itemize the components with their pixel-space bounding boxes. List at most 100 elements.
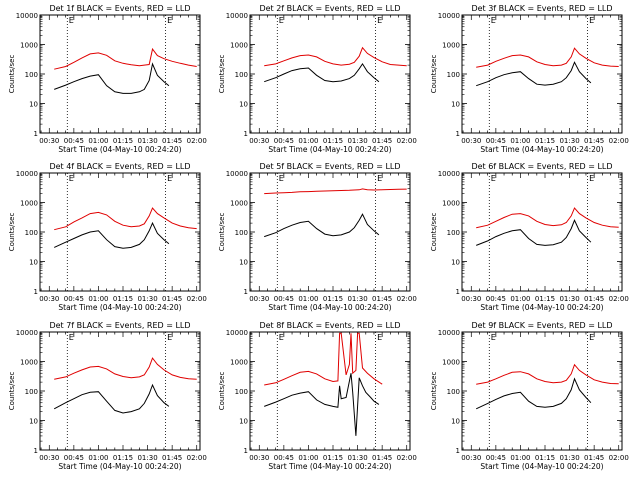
x-tick-label: 00:45 — [64, 295, 84, 303]
plot-frame — [249, 331, 411, 451]
events-series-line — [475, 377, 592, 410]
x-tick-label: 00:30 — [249, 295, 269, 303]
x-tick-label: 01:45 — [584, 137, 604, 145]
panel-det-2: Det 2f BLACK = Events, RED = LLD 1 10 100 10… — [218, 4, 417, 154]
time-marker-label: E — [589, 333, 594, 342]
y-tick-label: 1000 — [230, 200, 248, 208]
plot-frame — [39, 172, 201, 292]
x-tick-label: 01:45 — [584, 295, 604, 303]
x-tick-label: 01:45 — [162, 295, 182, 303]
y-tick-label: 10 — [239, 101, 248, 109]
x-tick-label: 00:45 — [486, 295, 506, 303]
time-marker-label: E — [491, 16, 496, 25]
x-axis-label: Start Time (04-May-10 00:24:20) — [268, 145, 391, 154]
x-tick-label: 01:00 — [298, 295, 318, 303]
time-marker-label: E — [491, 333, 496, 342]
y-tick-label: 1000 — [230, 359, 248, 367]
lld-series-line — [264, 188, 407, 195]
y-tick-label: 100 — [235, 388, 248, 396]
x-tick-label: 01:00 — [510, 454, 530, 462]
events-series-line — [53, 221, 170, 249]
y-tick-label: 10 — [451, 259, 460, 267]
panel-title: Det 9f BLACK = Events, RED = LLD — [471, 321, 612, 330]
time-marker-label: E — [167, 333, 172, 342]
y-tick-label: 1 — [34, 130, 38, 138]
x-tick-label: 01:30 — [347, 295, 367, 303]
x-tick-label: 01:00 — [510, 137, 530, 145]
y-tick-label: 10000 — [226, 170, 248, 178]
panel-det-8: Det 8f BLACK = Events, RED = LLD 1 10 100 10… — [218, 321, 417, 471]
time-marker-label: E — [167, 16, 172, 25]
y-tick-label: 10000 — [16, 12, 38, 20]
lld-series-line — [54, 47, 197, 70]
x-tick-label: 01:45 — [372, 454, 392, 462]
x-tick-label: 00:45 — [274, 137, 294, 145]
x-tick-label: 01:15 — [323, 295, 343, 303]
time-marker-label: E — [69, 333, 74, 342]
time-marker-label: E — [279, 174, 284, 183]
plot-frame — [461, 331, 623, 451]
events-series-line — [54, 62, 170, 94]
y-axis-label: Counts/sec — [430, 213, 438, 252]
x-tick-label: 01:45 — [584, 454, 604, 462]
x-tick-label: 02:00 — [187, 454, 207, 462]
y-tick-label: 1 — [456, 130, 460, 138]
y-axis-label: Counts/sec — [218, 213, 226, 252]
x-tick-label: 02:00 — [609, 137, 629, 145]
y-tick-label: 100 — [25, 229, 38, 237]
plot-frame — [39, 14, 201, 134]
y-tick-label: 10000 — [226, 12, 248, 20]
x-tick-label: 01:00 — [88, 137, 108, 145]
x-tick-label: 01:30 — [559, 454, 579, 462]
y-axis-label: Counts/sec — [8, 55, 16, 94]
y-axis-label: Counts/sec — [218, 372, 226, 411]
y-tick-label: 100 — [447, 71, 460, 79]
y-axis-label: Counts/sec — [430, 55, 438, 94]
x-tick-label: 01:30 — [137, 295, 157, 303]
x-tick-label: 01:15 — [535, 295, 555, 303]
x-axis-label: Start Time (04-May-10 00:24:20) — [268, 462, 391, 471]
x-tick-label: 00:30 — [461, 137, 481, 145]
y-tick-label: 1000 — [20, 359, 38, 367]
x-tick-label: 00:30 — [249, 137, 269, 145]
y-tick-label: 10000 — [226, 329, 248, 337]
events-series-line — [53, 383, 170, 414]
time-marker-label: E — [69, 16, 74, 25]
y-tick-label: 10000 — [438, 12, 460, 20]
y-tick-label: 1000 — [442, 200, 460, 208]
y-tick-label: 10000 — [16, 329, 38, 337]
time-marker-label: E — [589, 174, 594, 183]
time-marker-label: E — [279, 16, 284, 25]
panel-title: Det 1f BLACK = Events, RED = LLD — [49, 4, 190, 13]
x-axis-label: Start Time (04-May-10 00:24:20) — [58, 145, 181, 154]
x-tick-label: 00:45 — [64, 137, 84, 145]
y-tick-label: 1 — [456, 447, 460, 455]
lld-series-line — [476, 47, 619, 68]
x-tick-label: 00:30 — [249, 454, 269, 462]
x-tick-label: 02:00 — [187, 295, 207, 303]
time-marker-label: E — [377, 16, 382, 25]
x-tick-label: 00:30 — [39, 137, 59, 145]
x-tick-label: 00:30 — [39, 295, 59, 303]
panel-title: Det 5f BLACK = Events, RED = LLD — [259, 162, 400, 171]
x-axis-label: Start Time (04-May-10 00:24:20) — [58, 462, 181, 471]
x-tick-label: 00:30 — [461, 454, 481, 462]
y-tick-label: 100 — [235, 71, 248, 79]
y-tick-label: 1000 — [20, 200, 38, 208]
time-marker-label: E — [167, 174, 172, 183]
plot-frame — [249, 14, 411, 134]
x-tick-label: 01:15 — [323, 137, 343, 145]
panel-det-4: Det 4f BLACK = Events, RED = LLD 1 10 100 10… — [8, 162, 207, 312]
events-series-line — [264, 373, 380, 436]
panel-title: Det 7f BLACK = Events, RED = LLD — [49, 321, 190, 330]
x-tick-label: 01:30 — [347, 454, 367, 462]
y-tick-label: 1 — [34, 447, 38, 455]
x-axis-label: Start Time (04-May-10 00:24:20) — [480, 462, 603, 471]
panel-title: Det 4f BLACK = Events, RED = LLD — [49, 162, 190, 171]
x-tick-label: 01:30 — [559, 137, 579, 145]
panel-det-5: Det 5f BLACK = Events, RED = LLD 1 10 100 10… — [218, 162, 417, 312]
y-tick-label: 1000 — [442, 359, 460, 367]
time-marker-label: E — [589, 16, 594, 25]
y-tick-label: 10 — [239, 418, 248, 426]
lld-series-line — [54, 357, 197, 380]
